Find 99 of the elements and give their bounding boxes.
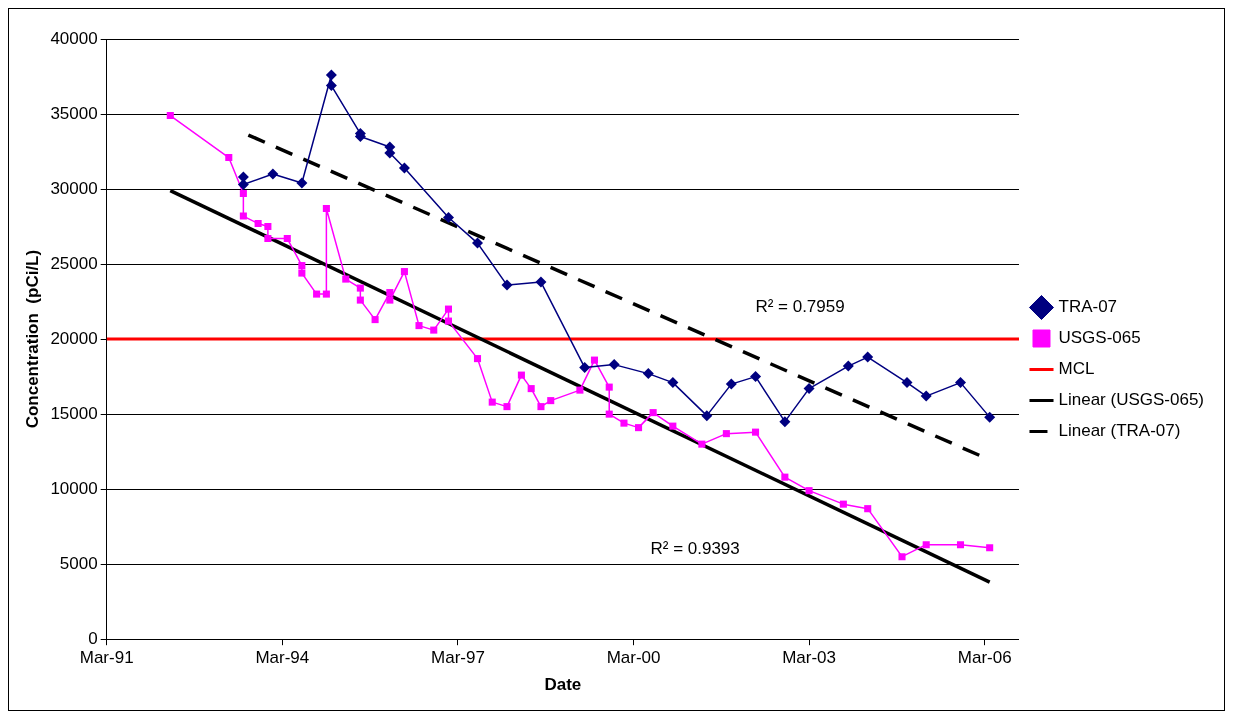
y-tick-label: 10000: [50, 478, 98, 498]
point: [342, 275, 350, 283]
y-tick-label: 35000: [50, 103, 98, 123]
point: [517, 371, 525, 379]
point: [298, 262, 306, 270]
point: [576, 386, 584, 394]
point: [842, 360, 854, 372]
point: [781, 473, 789, 481]
x-tick-label: Mar-03: [782, 648, 836, 668]
point: [322, 205, 330, 213]
point: [955, 377, 966, 389]
point: [864, 505, 872, 513]
x-tick-label: Mar-00: [606, 648, 661, 668]
point: [527, 385, 535, 393]
point: [442, 212, 454, 224]
y-tick-label: 25000: [50, 253, 98, 273]
point: [839, 500, 847, 508]
point: [415, 322, 423, 330]
point: [444, 317, 453, 325]
point: [283, 235, 291, 243]
y-axis-title: Concentration (pCi/L): [22, 249, 42, 429]
point: [264, 223, 272, 231]
y-tick-label: 20000: [50, 328, 98, 348]
point: [488, 398, 496, 406]
point: [750, 371, 762, 383]
point: [296, 177, 308, 189]
annotation: R² = 0.7959: [755, 296, 845, 316]
point: [608, 359, 620, 371]
point: [605, 383, 613, 391]
point: [444, 305, 453, 313]
point: [956, 541, 965, 549]
y-tick-label: 15000: [50, 403, 98, 423]
point: [635, 424, 643, 432]
y-tick-label: 30000: [50, 178, 98, 198]
point: [400, 268, 408, 276]
x-tick-label: Mar-94: [255, 648, 310, 668]
point: [501, 279, 513, 291]
point: [620, 419, 628, 427]
point: [535, 276, 547, 288]
y-tick-label: 5000: [59, 553, 98, 573]
point: [752, 428, 760, 436]
x-tick-label: Mar-97: [431, 648, 485, 668]
legend-label: TRA-07: [1058, 297, 1118, 317]
point: [430, 326, 438, 334]
point: [698, 440, 706, 448]
point: [649, 409, 657, 417]
x-tick-label: Mar-91: [79, 648, 134, 668]
point: [722, 430, 730, 438]
point: [725, 378, 737, 390]
point: [254, 220, 262, 228]
y-tick-label: 40000: [50, 28, 98, 48]
point: [237, 179, 249, 191]
point: [166, 111, 174, 120]
point: [669, 422, 677, 430]
point: [779, 416, 791, 428]
point: [986, 544, 994, 552]
point: [605, 410, 613, 418]
point: [322, 290, 330, 298]
legend-label: MCL: [1058, 359, 1095, 379]
point: [239, 212, 247, 220]
point: [922, 541, 930, 549]
point: [264, 235, 272, 243]
point: [371, 316, 379, 324]
point: [579, 362, 591, 374]
point: [805, 487, 813, 495]
point: [398, 162, 410, 174]
point: [356, 296, 364, 304]
point: [862, 351, 874, 363]
legend-label: USGS-065: [1058, 328, 1141, 348]
point: [898, 553, 906, 561]
point: [642, 368, 654, 380]
point: [325, 80, 337, 92]
x-tick-label: Mar-06: [957, 648, 1012, 668]
point: [537, 403, 545, 411]
point: [325, 69, 337, 81]
point: [701, 410, 713, 422]
point: [239, 190, 247, 198]
point: [503, 403, 511, 411]
legend-label: Linear (TRA-07): [1058, 421, 1181, 441]
point: [920, 390, 932, 402]
point: [472, 237, 483, 249]
x-axis-title: Date: [544, 675, 582, 695]
point: [298, 269, 306, 277]
y-tick-label: 0: [88, 628, 98, 648]
point: [667, 377, 679, 389]
point: [225, 154, 233, 162]
point: [901, 377, 913, 389]
point: [313, 290, 321, 298]
point: [803, 383, 815, 395]
point: [547, 397, 555, 405]
point: [386, 289, 394, 297]
point: [267, 168, 279, 180]
point: [473, 355, 482, 363]
annotation: R² = 0.9393: [650, 538, 740, 558]
point: [590, 356, 599, 364]
legend-label: Linear (USGS-065): [1058, 390, 1205, 410]
point: [984, 411, 996, 423]
point: [386, 296, 394, 304]
point: [356, 284, 364, 292]
